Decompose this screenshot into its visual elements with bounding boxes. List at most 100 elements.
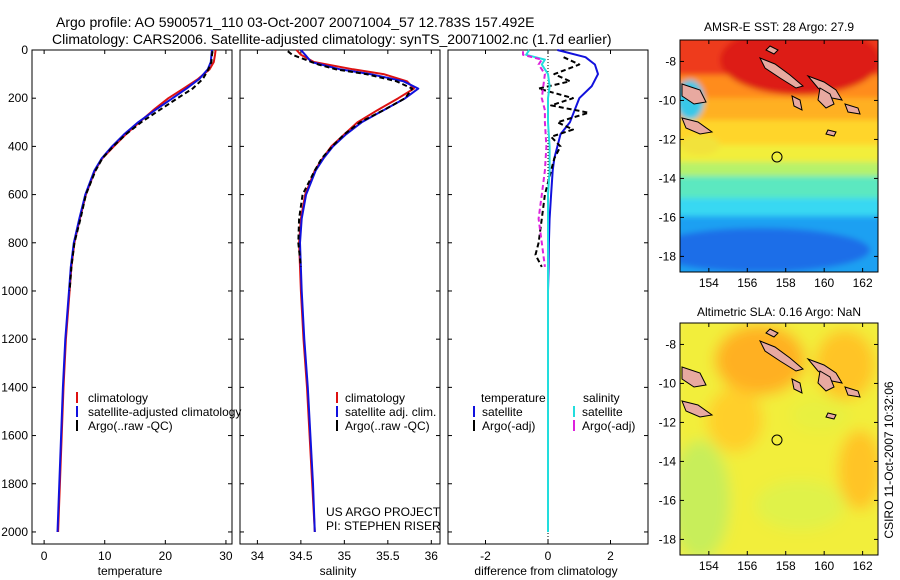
lon-tick-label: 162 (853, 559, 873, 573)
temperature-xlabel: temperature (98, 564, 163, 578)
sla-high-patch (838, 430, 878, 510)
x-tick-label: 35.5 (376, 549, 400, 563)
depth-tick-label: 1000 (1, 284, 28, 298)
salinity-panel-frame (239, 49, 441, 545)
sla-coastlines (681, 328, 861, 420)
x-tick-label: 34.5 (289, 549, 313, 563)
sst-band (680, 198, 878, 220)
x-tick-label: -2 (480, 549, 491, 563)
depth-tick-label: 0 (21, 43, 28, 57)
lat-tick-label: -10 (659, 376, 677, 390)
sla-low-patch (755, 480, 845, 530)
depth-tick-label: 600 (8, 188, 28, 202)
temperature-panel-frame (31, 49, 233, 545)
lon-tick-label: 156 (737, 276, 757, 290)
depth-tick-label: 1200 (1, 332, 28, 346)
lon-tick-label: 158 (776, 276, 796, 290)
series-line-argo-raw-qc (287, 50, 414, 268)
lon-tick-label: 154 (699, 276, 719, 290)
depth-tick-label: 1600 (1, 429, 28, 443)
island (844, 103, 861, 115)
depth-tick-label: 800 (8, 236, 28, 250)
x-tick-label: 2 (607, 549, 614, 563)
legend-label-satellite-adjusted: satellite-adjusted climatology (88, 405, 241, 419)
x-tick-label: 35 (338, 549, 352, 563)
legend-label-argo: Argo(..raw -QC) (345, 419, 430, 433)
x-tick-label: 20 (159, 549, 173, 563)
island (681, 366, 707, 388)
sla-map-title: Altimetric SLA: 0.16 Argo: NaN (697, 305, 861, 319)
island (765, 328, 779, 338)
lat-tick-label: -8 (665, 54, 676, 68)
difference-panel: -2 0 2 (480, 49, 614, 563)
island (817, 87, 835, 109)
island (681, 117, 714, 135)
series-line-salinity-argo-adj (522, 51, 548, 268)
island (681, 83, 707, 105)
salinity-xlabel: salinity (320, 564, 357, 578)
island (758, 340, 805, 372)
legend-title-temperature: temperature (481, 391, 546, 405)
sst-coastlines (681, 45, 861, 137)
island (791, 378, 803, 394)
temperature-panel: 0 10 20 30 (41, 49, 233, 563)
sst-map-frame (679, 39, 879, 273)
lat-tick-label: -18 (659, 249, 677, 263)
x-tick-label: 34 (251, 549, 265, 563)
island (806, 74, 844, 101)
project-pi: PI: STEPHEN RISER (326, 519, 441, 533)
sla-argo-position-marker (771, 434, 783, 446)
x-tick-label: 30 (219, 549, 233, 563)
island (844, 386, 861, 398)
legend-label-climatology: climatology (345, 391, 405, 405)
sla-high-patch (715, 325, 805, 395)
lon-tick-label: 154 (699, 559, 719, 573)
island (765, 45, 779, 55)
depth-tick-label: 2000 (1, 525, 28, 539)
lon-tick-label: 160 (814, 276, 834, 290)
legend-label-sal-argo: Argo(-adj) (582, 419, 635, 433)
legend-label-climatology: climatology (88, 391, 148, 405)
temperature-legend: climatology satellite-adjusted climatolo… (76, 391, 241, 433)
sla-map-frame (679, 322, 879, 556)
salinity-panel: 34 34.5 35 35.5 36 (251, 49, 439, 563)
sst-band (680, 176, 878, 202)
island (806, 357, 844, 384)
legend-label-sal-satellite: satellite (582, 405, 623, 419)
sst-argo-position-marker (771, 151, 783, 163)
legend-title-salinity: salinity (583, 391, 620, 405)
island (817, 370, 835, 392)
sst-band (680, 162, 878, 180)
lat-tick-label: -18 (659, 532, 677, 546)
depth-tick-label: 200 (8, 91, 28, 105)
island (681, 400, 714, 418)
lat-tick-label: -12 (659, 415, 677, 429)
x-tick-label: 36 (425, 549, 439, 563)
series-line-argo-raw-qc (68, 51, 214, 292)
csiro-timestamp-label: CSIRO 11-Oct-2007 10:32:06 (882, 381, 896, 539)
sla-low-patch (790, 397, 850, 433)
lat-tick-label: -14 (659, 171, 677, 185)
sla-map (680, 323, 878, 555)
legend-label-argo: Argo(..raw -QC) (88, 419, 173, 433)
lat-tick-label: -14 (659, 454, 677, 468)
island (758, 57, 805, 89)
lon-tick-label: 160 (814, 559, 834, 573)
depth-tick-label: 400 (8, 139, 28, 153)
x-tick-label: 0 (545, 549, 552, 563)
lat-tick-label: -8 (665, 337, 676, 351)
sst-map (680, 40, 878, 272)
sst-map-title: AMSR-E SST: 28 Argo: 27.9 (704, 20, 854, 34)
island (791, 95, 803, 111)
lat-tick-label: -16 (659, 210, 677, 224)
series-line-salinity-satellite (525, 49, 551, 532)
salinity-legend: climatology satellite adj. clim. Argo(..… (336, 391, 436, 433)
lat-tick-label: -12 (659, 132, 677, 146)
lon-tick-label: 158 (776, 559, 796, 573)
legend-label-satellite-adj: satellite adj. clim. (345, 405, 436, 419)
sst-band (680, 145, 878, 167)
depth-axis: 0 200 400 600 800 1000 1200 1400 1600 1800 2000 (1, 43, 648, 539)
sst-hot-patch (720, 40, 878, 95)
difference-legend: temperature salinity satellite Argo(-adj… (473, 391, 635, 433)
